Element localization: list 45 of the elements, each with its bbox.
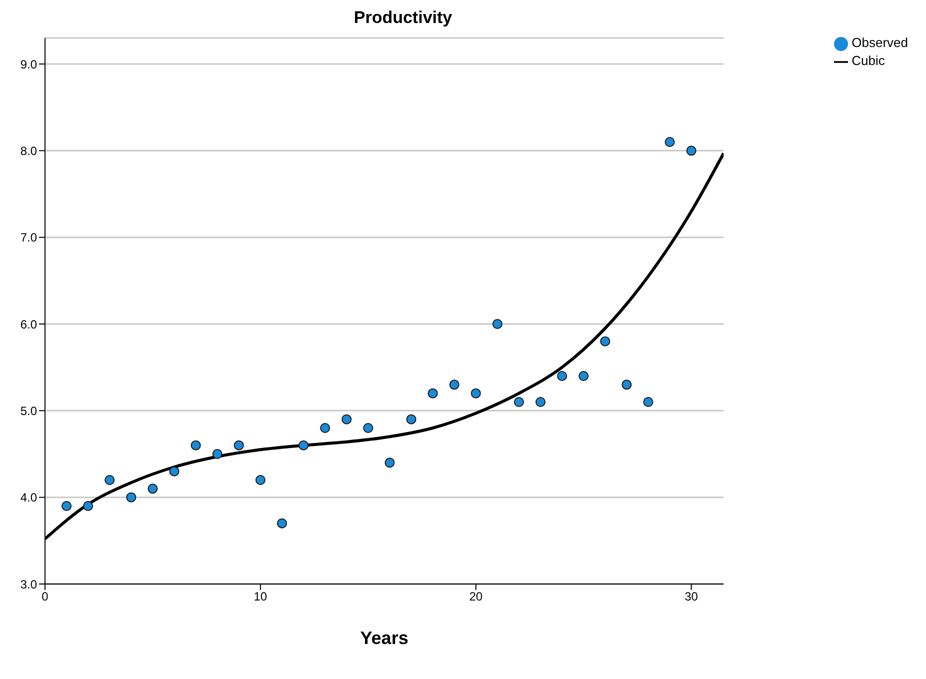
x-tick-label: 10	[254, 590, 268, 604]
point	[212, 448, 222, 460]
x-tick-label: 0	[42, 590, 49, 604]
point	[234, 440, 244, 450]
point	[126, 492, 136, 502]
legend-label: Cubic	[852, 53, 885, 68]
point	[104, 474, 115, 486]
chart-title: Productivity	[352, 8, 454, 29]
point	[83, 500, 94, 512]
point	[148, 484, 158, 494]
point	[600, 336, 610, 346]
point	[62, 500, 72, 512]
point	[298, 440, 309, 450]
point	[622, 380, 632, 390]
point	[492, 318, 502, 330]
point	[643, 396, 654, 408]
point	[342, 414, 352, 424]
point	[664, 136, 675, 148]
point	[169, 466, 180, 476]
x-axis-title: Years	[360, 628, 408, 648]
point	[578, 370, 589, 382]
point	[190, 440, 201, 450]
y-tick-label: 5.0	[20, 404, 38, 418]
y-tick-label: 7.0	[20, 230, 38, 245]
point	[320, 422, 330, 434]
point	[470, 388, 481, 398]
point	[363, 422, 374, 434]
point	[514, 396, 524, 408]
point	[449, 380, 460, 390]
y-tick-label: 3.0	[20, 577, 38, 592]
x-tick-label: 20	[469, 590, 483, 604]
point	[686, 146, 696, 156]
x-tick-label: 30	[684, 590, 698, 604]
legend-label: Observed	[852, 35, 908, 50]
y-tick-label: 9.0	[20, 57, 38, 72]
point	[384, 458, 395, 468]
point	[406, 414, 416, 424]
point	[428, 388, 438, 398]
point	[276, 518, 287, 528]
y-tick-label: 6.0	[20, 317, 38, 332]
y-tick-label: 8.0	[20, 144, 38, 158]
point	[255, 474, 266, 486]
point	[557, 370, 568, 382]
point	[535, 396, 546, 408]
y-tick-label: 4.0	[20, 490, 38, 505]
